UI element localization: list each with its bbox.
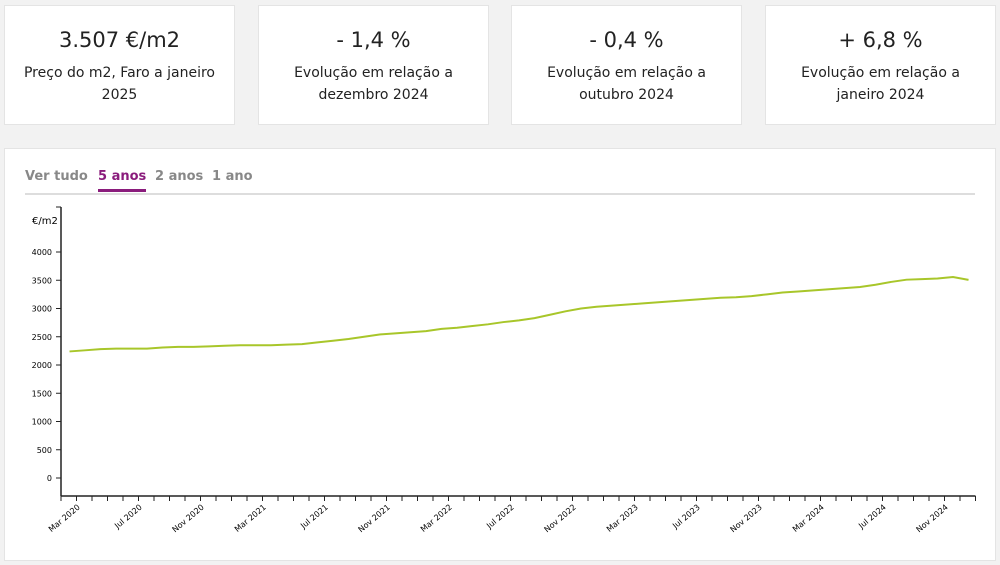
kpi-label: Evolução em relação a dezembro 2024 — [294, 65, 453, 103]
y-tick-label: 2000 — [32, 361, 52, 370]
price-line — [69, 276, 969, 353]
y-tick-label: 1000 — [32, 418, 52, 427]
x-tick-label: Nov 2020 — [170, 503, 205, 535]
x-tick-label: Jul 2021 — [298, 503, 329, 531]
x-tick-label: Mar 2022 — [419, 503, 454, 534]
kpi-label: Evolução em relação a janeiro 2024 — [801, 65, 960, 103]
y-tick-label: 4000 — [32, 248, 52, 257]
tab-5-anos[interactable]: 5 anos — [98, 169, 147, 192]
kpi-card-quarter: - 0,4 % Evolução em relação a outubro 20… — [511, 5, 742, 125]
tab-1-ano[interactable]: 1 ano — [212, 169, 253, 184]
x-tick-label: Jul 2022 — [484, 503, 515, 531]
kpi-label: Evolução em relação a outubro 2024 — [547, 65, 706, 103]
y-axis-label: €/m2 — [32, 216, 58, 227]
tab-ver-tudo[interactable]: Ver tudo — [25, 169, 88, 184]
x-tick-label: Mar 2020 — [47, 503, 82, 534]
kpi-value: 3.507 €/m2 — [58, 28, 181, 52]
kpi-value: + 6,8 % — [838, 28, 923, 52]
y-tick-label: 0 — [47, 474, 52, 483]
y-tick-label: 3500 — [32, 276, 52, 285]
x-tick-label: Jul 2024 — [856, 503, 887, 531]
x-tick-label: Jul 2023 — [670, 503, 701, 531]
x-tick-label: Mar 2024 — [791, 503, 826, 534]
x-tick-label: Nov 2021 — [356, 503, 391, 535]
chart-panel: Ver tudo 5 anos 2 anos 1 ano — [4, 148, 996, 561]
x-tick-label: Nov 2023 — [728, 503, 763, 535]
x-tick-label: Mar 2021 — [233, 503, 268, 534]
y-tick-label: 3000 — [32, 305, 52, 314]
kpi-label: Preço do m2, Faro a janeiro 2025 — [23, 65, 216, 103]
tab-2-anos[interactable]: 2 anos — [155, 169, 204, 184]
kpi-card-month: - 1,4 % Evolução em relação a dezembro 2… — [258, 5, 489, 125]
kpi-card-price: 3.507 €/m2 Preço do m2, Faro a janeiro 2… — [4, 5, 235, 125]
y-tick-label: 1500 — [32, 389, 52, 398]
kpi-card-year: + 6,8 % Evolução em relação a janeiro 20… — [765, 5, 996, 125]
kpi-value: - 0,4 % — [589, 28, 664, 52]
x-tick-label: Nov 2022 — [542, 503, 577, 535]
x-tick-label: Nov 2024 — [914, 503, 949, 535]
y-tick-label: 500 — [37, 446, 52, 455]
period-tabs: Ver tudo 5 anos 2 anos 1 ano — [25, 169, 975, 195]
kpi-value: - 1,4 % — [336, 28, 411, 52]
x-tick-label: Mar 2023 — [605, 503, 640, 534]
y-tick-label: 2500 — [32, 333, 52, 342]
x-tick-label: Jul 2020 — [112, 503, 143, 531]
